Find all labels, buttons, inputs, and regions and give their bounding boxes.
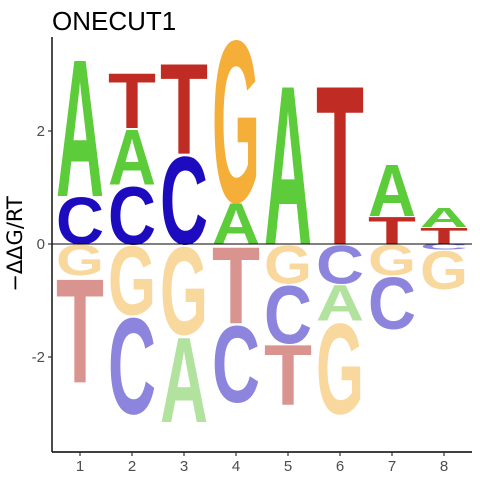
logo-letter-pos5-below-C: C (264, 268, 312, 360)
logo-letter-pos2-above-T: T (108, 57, 156, 145)
logo-letter-pos7-below-G: G (368, 237, 416, 285)
logo-letter-pos8-above-A: A (420, 202, 468, 233)
logo-letter-pos2-above-C: C (108, 169, 156, 261)
logo-letter-pos1-below-G: G (56, 237, 104, 285)
axes: -2 0 2 1 2 3 4 5 6 7 8 (32, 37, 472, 475)
logo-letter-pos1-above-A: A (56, 19, 104, 239)
logo-letter-pos8-below-C: C (420, 243, 468, 252)
x-tick-label: 2 (128, 458, 136, 475)
x-tick-label: 3 (180, 458, 188, 475)
logo-letter-pos1-above-C: C (56, 185, 104, 259)
logo-letter-pos4-below-T: T (212, 225, 260, 347)
x-tick-label: 5 (284, 458, 292, 475)
logo-letter-pos3-above-C: C (160, 132, 208, 272)
logo-letter-pos4-above-G: G (212, 0, 260, 251)
logo-letter-pos8-above-T: T (420, 223, 468, 249)
logo-letter-pos7-below-C: C (368, 261, 416, 344)
y-axis-label: −ΔΔG/RT (3, 196, 27, 292)
y-tick-label: -2 (32, 349, 45, 366)
logo-letter-pos7-above-T: T (368, 209, 416, 253)
x-tick-label: 7 (388, 458, 396, 475)
logo-letter-pos5-above-A: A (264, 38, 312, 293)
y-tick-label: 0 (37, 236, 45, 253)
y-tick-label: 2 (37, 123, 45, 140)
logo-letter-pos6-below-A: A (316, 274, 364, 332)
logo-letter-pos6-above-T: T (316, 39, 364, 293)
logo-letter-pos5-below-T: T (264, 328, 312, 424)
logo-letter-pos7-above-A: A (368, 148, 416, 231)
logo-letter-pos2-above-A: A (108, 115, 156, 202)
x-tick-label: 6 (336, 458, 344, 475)
logo-letter-pos6-below-G: G (316, 297, 364, 441)
x-tick-label: 8 (440, 458, 448, 475)
logo-letter-pos3-above-T: T (160, 36, 208, 181)
x-tick-label: 1 (76, 458, 84, 475)
logo-letter-pos2-below-C: C (108, 289, 156, 443)
logo-letter-pos3-below-A: A (160, 312, 208, 449)
logo-letter-pos2-below-G: G (108, 227, 156, 336)
logo-letter-pos4-above-A: A (212, 191, 260, 257)
x-tick-label: 4 (232, 458, 240, 475)
logo-letter-pos4-below-C: C (212, 304, 260, 426)
logo-letter-pos1-below-T: T (56, 249, 104, 415)
logo-letter-pos8-below-G: G (420, 240, 468, 301)
chart-title: ONECUT1 (52, 6, 176, 36)
logo-letter-pos5-below-G: G (264, 235, 312, 296)
